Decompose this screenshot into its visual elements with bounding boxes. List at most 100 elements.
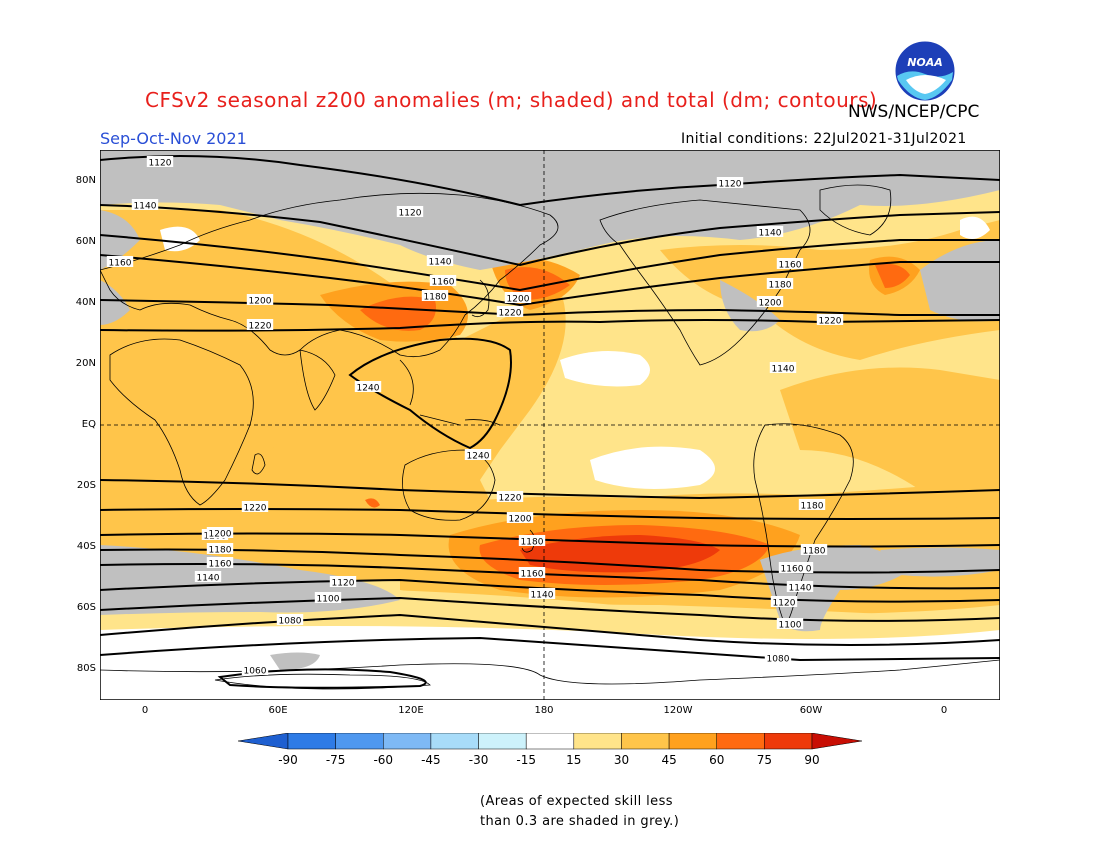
colorbar-tick-label: -15 [516, 753, 536, 767]
colorbar-swatch [573, 733, 622, 750]
svg-text:1180: 1180 [209, 546, 232, 556]
lat-label-60n: 60N [75, 236, 96, 247]
contour-label: 1240 [354, 381, 382, 394]
anomaly-neutral-fill [560, 351, 650, 387]
svg-text:1120: 1120 [773, 599, 796, 609]
initial-conditions-label: Initial conditions: 22Jul2021-31Jul2021 [681, 131, 967, 147]
colorbar-tick-label: -90 [278, 753, 298, 767]
colorbar-swatch [287, 733, 336, 750]
contour-label: 1140 [769, 362, 797, 375]
contour-label: 1100 [776, 618, 804, 631]
colorbar-swatch [716, 733, 765, 750]
contour-label: 1220 [816, 314, 844, 327]
colorbar-swatch [478, 733, 527, 750]
svg-text:1240: 1240 [467, 452, 490, 462]
noaa-logo-icon: NOAA [894, 40, 956, 102]
svg-text:1140: 1140 [789, 584, 812, 594]
svg-text:1180: 1180 [769, 281, 792, 291]
anomaly-colorbar: -90 -75 -60 -45 -30 -15 15 30 45 60 75 90 [238, 733, 862, 767]
contour-label: 1160 [778, 562, 806, 575]
low-skill-grey-north [100, 150, 1000, 270]
svg-text:1120: 1120 [332, 579, 355, 589]
anomaly-60-75-fill-3 [875, 263, 910, 288]
contour-label: 1180 [800, 544, 828, 557]
anomaly-neutral-fill-5 [960, 216, 990, 239]
lat-label-20n: 20N [75, 358, 96, 369]
svg-text:1160: 1160 [209, 560, 232, 570]
svg-text:1180: 1180 [521, 538, 544, 548]
low-skill-grey-se [880, 547, 1000, 577]
contour-label: 1240 [464, 449, 492, 462]
anomaly-30-45-fill-4 [780, 367, 1000, 500]
skill-note-line-2: than 0.3 are shaded in grey.) [480, 814, 680, 829]
contour-label: 1180 [206, 543, 234, 556]
contour-label: 1080 [764, 652, 792, 665]
lat-label-40n: 40N [75, 297, 96, 308]
svg-text:1140: 1140 [134, 202, 157, 212]
z200-anomaly-map: 1120 1120 1120 1140 1140 1140 1140 1160 1160 1160… [100, 150, 1000, 700]
lat-label-80n: 80N [75, 175, 96, 186]
contour-label: 1200 [504, 292, 532, 305]
svg-text:1100: 1100 [779, 621, 802, 631]
anomaly-30-45-fill [100, 210, 1000, 580]
contour-label: 1140 [194, 571, 222, 584]
svg-text:1200: 1200 [209, 530, 232, 540]
coastlines [100, 184, 1000, 690]
colorbar-swatch [668, 733, 717, 750]
lon-label-180: 180 [534, 705, 554, 716]
contour-label: 1160 [106, 256, 134, 269]
contour-label: 1180 [421, 290, 449, 303]
svg-text:1220: 1220 [819, 317, 842, 327]
contour-label: 1220 [241, 501, 269, 514]
anomaly-60-75-fill [360, 296, 436, 331]
svg-text:1160: 1160 [781, 565, 804, 575]
contour-label: 1060 [241, 664, 269, 677]
contour-label: 1160 [518, 567, 546, 580]
contour-label: 1120 [146, 156, 174, 169]
contour-label: 1200 [756, 296, 784, 309]
svg-text:1160: 1160 [432, 278, 455, 288]
colorbar-tick-label: 45 [661, 753, 676, 767]
contour-label-layer: 1120 1120 1120 1140 1140 1140 1140 1160 1160 1160… [106, 156, 844, 677]
svg-text:1160: 1160 [109, 259, 132, 269]
svg-text:1220: 1220 [249, 322, 272, 332]
colorbar-swatch [238, 733, 289, 750]
contour-label: 1180 [518, 535, 546, 548]
anomaly-30-45-fill-3 [660, 220, 1000, 360]
height-contours [100, 155, 1000, 689]
svg-text:1160: 1160 [779, 261, 802, 271]
svg-text:1080: 1080 [279, 617, 302, 627]
contour-label: 1180 [766, 278, 794, 291]
colorbar-tick-label: 60 [709, 753, 724, 767]
colorbar-swatch [335, 733, 384, 750]
svg-text:1180: 1180 [801, 502, 824, 512]
contour-label: 1160 [429, 275, 457, 288]
contour-label: 1140 [131, 199, 159, 212]
svg-text:1120: 1120 [149, 159, 172, 169]
lon-label-120e: 120E [398, 705, 424, 716]
svg-text:1240: 1240 [357, 384, 380, 394]
colorbar-swatch [383, 733, 432, 750]
anomaly-neutral-fill-4 [160, 226, 200, 252]
svg-text:1120: 1120 [399, 209, 422, 219]
colorbar-swatch [621, 733, 670, 750]
colorbar-tick-label: 15 [566, 753, 581, 767]
map-title: CFSv2 seasonal z200 anomalies (m; shaded… [145, 88, 878, 112]
lon-label-0-west: 0 [141, 705, 149, 716]
lon-label-0-east: 0 [940, 705, 948, 716]
colorbar-swatch [764, 733, 813, 750]
svg-text:1160: 1160 [521, 570, 544, 580]
svg-text:1200: 1200 [249, 297, 272, 307]
lat-label-20s: 20S [76, 480, 96, 491]
contour-label: 1120 [329, 576, 357, 589]
colorbar-tick-label: 90 [804, 753, 819, 767]
colorbar-tick-label: -45 [421, 753, 441, 767]
svg-text:1220: 1220 [244, 504, 267, 514]
svg-text:1140: 1140 [429, 258, 452, 268]
svg-text:1180: 1180 [424, 293, 447, 303]
svg-text:1140: 1140 [759, 229, 782, 239]
svg-text:NOAA: NOAA [907, 56, 943, 69]
colorbar-tick-label: -75 [326, 753, 346, 767]
low-skill-grey-nw2 [100, 280, 130, 325]
svg-text:1120: 1120 [719, 180, 742, 190]
